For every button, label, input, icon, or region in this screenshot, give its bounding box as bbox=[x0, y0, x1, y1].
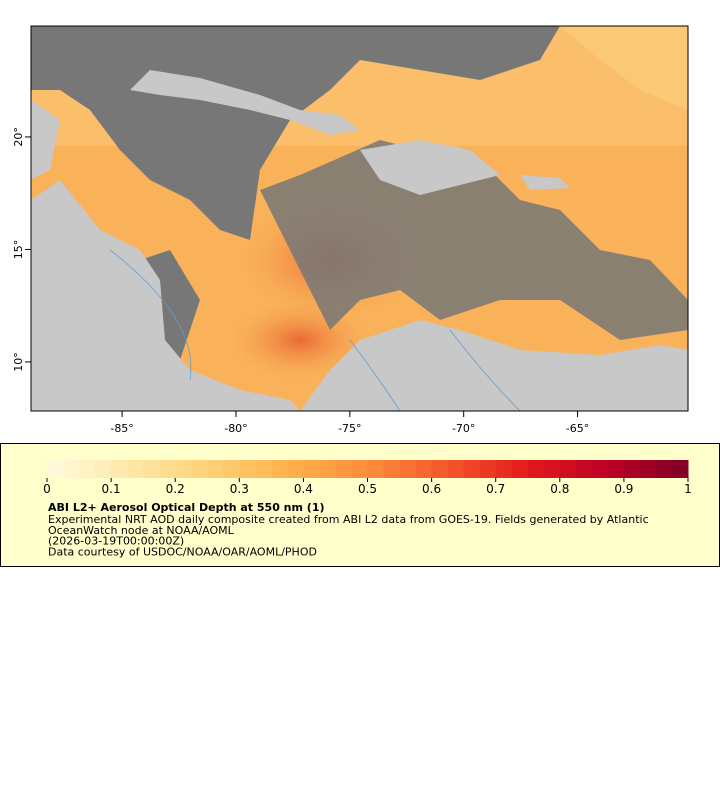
color-step bbox=[623, 460, 641, 478]
x-tick-label: -65° bbox=[566, 422, 589, 435]
color-step bbox=[527, 460, 545, 478]
color-step bbox=[671, 460, 689, 478]
colorbar-tick-label: 1 bbox=[684, 482, 692, 496]
color-step bbox=[287, 460, 304, 478]
color-step bbox=[271, 460, 288, 478]
color-step bbox=[303, 460, 320, 478]
color-step bbox=[655, 460, 673, 478]
colorbar-tick-label: 0.4 bbox=[294, 482, 313, 496]
color-step bbox=[335, 460, 352, 478]
legend-line: Experimental NRT AOD daily composite cre… bbox=[48, 513, 649, 526]
colorbar-tick-label: 0.8 bbox=[550, 482, 569, 496]
colorbar-tick-label: 0.2 bbox=[166, 482, 185, 496]
color-step bbox=[495, 460, 513, 478]
color-step bbox=[143, 460, 160, 478]
y-tick-label: 15° bbox=[12, 240, 25, 260]
y-tick-label: 10° bbox=[12, 352, 25, 372]
legend-title: ABI L2+ Aerosol Optical Depth at 550 nm … bbox=[48, 501, 325, 514]
color-step bbox=[175, 460, 192, 478]
color-step bbox=[223, 460, 240, 478]
legend-line: Data courtesy of USDOC/NOAA/OAR/AOML/PHO… bbox=[48, 545, 317, 558]
color-step bbox=[463, 460, 481, 478]
color-step bbox=[47, 460, 64, 478]
color-step bbox=[639, 460, 657, 478]
color-step bbox=[447, 460, 465, 478]
color-step bbox=[431, 460, 449, 478]
map-image bbox=[31, 26, 688, 411]
colorbar-tick-label: 0.3 bbox=[230, 482, 249, 496]
color-step bbox=[63, 460, 80, 478]
color-step bbox=[207, 460, 224, 478]
x-tick-label: -75° bbox=[338, 422, 361, 435]
legend-line: (2026-03-19T00:00:00Z) bbox=[48, 535, 184, 548]
map-frame bbox=[30, 25, 689, 412]
color-step bbox=[607, 460, 625, 478]
color-step bbox=[383, 460, 401, 478]
color-step bbox=[255, 460, 272, 478]
color-step bbox=[159, 460, 176, 478]
color-step bbox=[127, 460, 144, 478]
color-step bbox=[239, 460, 256, 478]
color-step bbox=[95, 460, 112, 478]
y-tick-label: 20° bbox=[12, 127, 25, 147]
colorbar-tick-label: 0.5 bbox=[358, 482, 377, 496]
color-step bbox=[319, 460, 336, 478]
color-step bbox=[543, 460, 561, 478]
x-tick-label: -80° bbox=[224, 422, 247, 435]
color-step bbox=[559, 460, 577, 478]
colorbar-tick-label: 0.6 bbox=[422, 482, 441, 496]
x-tick-label: -70° bbox=[452, 422, 475, 435]
colorbar-tick-label: 0 bbox=[43, 482, 51, 496]
color-step bbox=[415, 460, 433, 478]
colorbar-tick-label: 0.9 bbox=[614, 482, 633, 496]
color-step bbox=[367, 460, 385, 478]
color-step bbox=[591, 460, 609, 478]
color-step bbox=[191, 460, 208, 478]
color-step bbox=[479, 460, 497, 478]
color-step bbox=[111, 460, 128, 478]
color-step bbox=[79, 460, 96, 478]
color-step bbox=[351, 460, 368, 478]
colorbar-tick-label: 0.7 bbox=[486, 482, 505, 496]
color-step bbox=[511, 460, 529, 478]
legend-line: OceanWatch node at NOAA/AOML bbox=[48, 524, 235, 537]
x-tick-label: -85° bbox=[110, 422, 133, 435]
colorbar-tick-label: 0.1 bbox=[102, 482, 121, 496]
color-step bbox=[399, 460, 417, 478]
color-step bbox=[575, 460, 593, 478]
